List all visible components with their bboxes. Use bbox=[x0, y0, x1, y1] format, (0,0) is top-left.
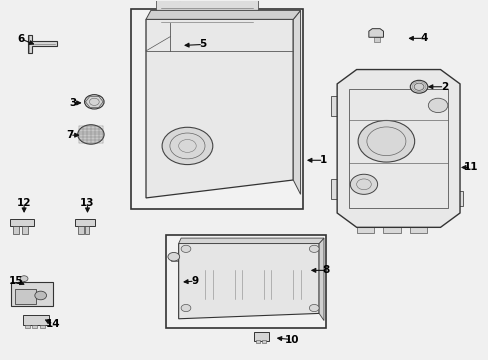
Bar bbox=[252, 54, 265, 83]
Bar bbox=[171, 253, 183, 261]
Bar bbox=[84, 226, 89, 234]
Circle shape bbox=[349, 174, 377, 194]
Circle shape bbox=[78, 125, 104, 144]
Text: 15: 15 bbox=[9, 276, 23, 286]
Bar bbox=[75, 219, 95, 226]
Bar bbox=[383, 226, 400, 233]
Bar bbox=[373, 37, 379, 42]
Bar bbox=[288, 267, 308, 303]
Polygon shape bbox=[146, 19, 293, 198]
Circle shape bbox=[357, 121, 414, 162]
Circle shape bbox=[20, 276, 28, 282]
Bar bbox=[254, 332, 268, 341]
Bar bbox=[453, 192, 462, 206]
Bar bbox=[13, 226, 19, 234]
Circle shape bbox=[409, 80, 427, 93]
Bar bbox=[270, 54, 284, 83]
Bar bbox=[15, 289, 36, 304]
Polygon shape bbox=[319, 238, 324, 320]
Text: 4: 4 bbox=[419, 33, 427, 43]
Circle shape bbox=[84, 95, 104, 109]
Circle shape bbox=[35, 291, 46, 300]
Polygon shape bbox=[178, 238, 324, 243]
Bar bbox=[22, 315, 49, 325]
Text: 8: 8 bbox=[322, 265, 329, 275]
Text: 10: 10 bbox=[285, 334, 299, 345]
Text: 6: 6 bbox=[18, 34, 25, 44]
Bar bbox=[190, 249, 314, 308]
Polygon shape bbox=[27, 35, 57, 53]
Bar bbox=[170, 47, 287, 90]
Bar bbox=[166, 234, 326, 328]
Bar bbox=[32, 325, 37, 328]
Bar bbox=[170, 130, 287, 180]
Text: 14: 14 bbox=[46, 319, 61, 329]
Text: 3: 3 bbox=[69, 98, 76, 108]
Bar bbox=[156, 0, 258, 37]
Circle shape bbox=[167, 252, 179, 261]
Text: 12: 12 bbox=[17, 198, 31, 208]
Polygon shape bbox=[146, 10, 300, 19]
Bar bbox=[259, 267, 279, 303]
Bar bbox=[229, 267, 250, 303]
Bar bbox=[198, 54, 211, 83]
Bar bbox=[131, 9, 303, 209]
Bar bbox=[180, 151, 277, 173]
Bar bbox=[262, 340, 265, 343]
Circle shape bbox=[309, 305, 319, 312]
Polygon shape bbox=[336, 69, 459, 227]
Bar bbox=[78, 226, 83, 234]
Circle shape bbox=[427, 98, 447, 113]
Text: 2: 2 bbox=[440, 82, 447, 92]
Bar bbox=[21, 226, 27, 234]
Bar bbox=[330, 96, 340, 116]
Bar bbox=[200, 267, 221, 303]
Text: 7: 7 bbox=[66, 130, 74, 140]
Bar bbox=[25, 325, 30, 328]
Bar bbox=[10, 219, 34, 226]
Polygon shape bbox=[368, 29, 383, 37]
Bar bbox=[409, 226, 427, 233]
Bar bbox=[356, 226, 373, 233]
Polygon shape bbox=[178, 243, 319, 319]
Bar bbox=[234, 54, 247, 83]
Bar bbox=[180, 54, 193, 83]
Bar bbox=[11, 282, 53, 306]
Circle shape bbox=[309, 245, 319, 252]
Polygon shape bbox=[293, 10, 300, 194]
Bar bbox=[40, 325, 44, 328]
Text: 13: 13 bbox=[80, 198, 95, 208]
Text: 1: 1 bbox=[319, 155, 326, 165]
Circle shape bbox=[162, 127, 212, 165]
Bar bbox=[256, 340, 260, 343]
Text: 5: 5 bbox=[199, 40, 206, 49]
Text: 9: 9 bbox=[191, 276, 198, 286]
Text: 11: 11 bbox=[463, 162, 478, 172]
Bar bbox=[216, 54, 229, 83]
Bar bbox=[330, 179, 340, 199]
Circle shape bbox=[181, 245, 190, 252]
Bar bbox=[228, 137, 258, 173]
Circle shape bbox=[181, 305, 190, 312]
